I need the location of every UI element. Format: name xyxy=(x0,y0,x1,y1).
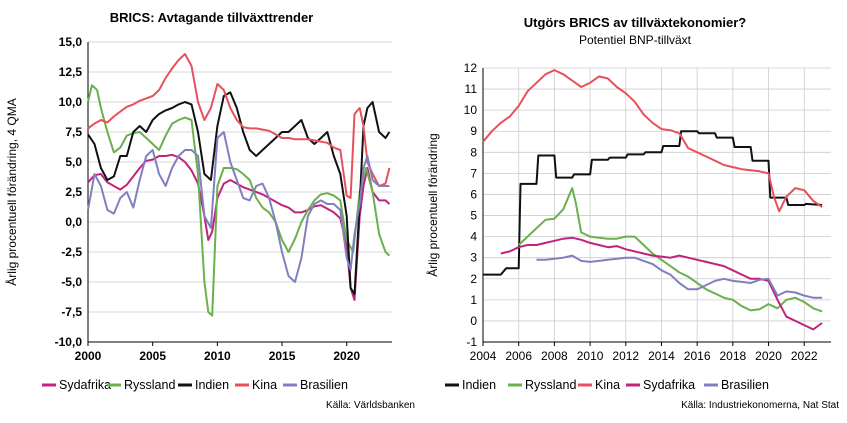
left-y-tick-label: -5,0 xyxy=(61,275,82,289)
right-chart-panel: Utgörs BRICS av tillväxtekonomier? Poten… xyxy=(423,0,847,423)
right-y-tick-label: 10 xyxy=(464,103,478,117)
right-x-tick-label: 2022 xyxy=(791,349,818,363)
right-x-tick-label: 2016 xyxy=(684,349,711,363)
right-y-tick-label: 5 xyxy=(470,209,477,223)
right-y-axis-label: Årlig procentuell förändring xyxy=(425,133,440,276)
right-y-tick-label: 7 xyxy=(470,166,477,180)
left-y-tick-label: 2,5 xyxy=(65,185,82,199)
left-y-tick-label: 7,5 xyxy=(65,125,82,139)
left-y-tick-label: 15,0 xyxy=(59,35,83,49)
left-y-tick-label: -2,5 xyxy=(61,245,82,259)
right-x-tick-label: 2020 xyxy=(755,349,782,363)
right-series-brasilien-line xyxy=(536,254,823,299)
right-y-tick-label: 1 xyxy=(470,293,477,307)
left-y-tick-label: 0,0 xyxy=(65,215,82,229)
left-legend: Sydafrika Ryssland Indien Kina Brasilien xyxy=(42,378,348,392)
right-series-ryssland-line xyxy=(518,187,823,313)
left-legend-entry: Kina xyxy=(252,378,277,392)
right-y-tick-label: 2 xyxy=(470,272,477,286)
left-y-tick-label: 5,0 xyxy=(65,155,82,169)
left-y-axis-label: Årlig procentuell förändring, 4 QMA xyxy=(4,98,19,285)
right-y-tick-label: 0 xyxy=(470,314,477,328)
left-x-tick-label: 2005 xyxy=(139,349,166,363)
left-x-tick-label: 2000 xyxy=(75,349,102,363)
left-y-tick-label: 12,5 xyxy=(59,65,83,79)
right-y-tick-label: 6 xyxy=(470,187,477,201)
right-legend-entry: Sydafrika xyxy=(643,378,695,392)
left-x-tick-label: 2010 xyxy=(204,349,231,363)
right-y-tick-label: -1 xyxy=(466,335,477,349)
left-y-tick-label: -7,5 xyxy=(61,305,82,319)
left-legend-entry: Brasilien xyxy=(300,378,348,392)
left-series-indien-line xyxy=(87,91,391,295)
left-y-tick-label: -10,0 xyxy=(55,335,83,349)
right-x-tick-label: 2008 xyxy=(541,349,568,363)
left-legend-entry: Indien xyxy=(195,378,229,392)
right-y-tick-label: 8 xyxy=(470,145,477,159)
right-y-tick-label: 3 xyxy=(470,251,477,265)
right-series-kina-line xyxy=(482,69,823,213)
right-x-tick-label: 2006 xyxy=(505,349,532,363)
left-chart: 15,0 12,5 10,0 7,5 5,0 2,5 0,0 -2,5 -5,0 -7,5 -10,… xyxy=(4,35,392,392)
left-x-tick-label: 2020 xyxy=(333,349,360,363)
left-y-tick-label: 10,0 xyxy=(59,95,83,109)
right-y-tick-label: 12 xyxy=(464,61,478,75)
right-x-tick-label: 2014 xyxy=(648,349,675,363)
right-chart-subtitle: Potentiel BNP-tillväxt xyxy=(578,33,692,47)
right-series-indien-line xyxy=(483,130,823,276)
right-y-tick-label: 11 xyxy=(465,82,478,96)
left-chart-source: Källa: Världsbanken xyxy=(326,400,415,411)
left-x-tick-label: 2015 xyxy=(269,349,296,363)
left-chart-title: BRICS: Avtagande tillväxttrender xyxy=(109,10,314,25)
left-chart-panel: BRICS: Avtagande tillväxttrender 15,0 12,… xyxy=(0,0,423,423)
right-x-tick-label: 2010 xyxy=(577,349,604,363)
right-chart-source: Källa: Industriekonomerna, Nat Stat xyxy=(681,400,839,411)
right-legend-entry: Brasilien xyxy=(721,378,769,392)
left-legend-entry: Sydafrika xyxy=(59,378,111,392)
left-series-kina-line xyxy=(87,53,391,199)
right-y-tick-label: 9 xyxy=(470,124,477,138)
right-x-tick-label: 2004 xyxy=(470,349,497,363)
left-legend-entry: Ryssland xyxy=(124,378,175,392)
right-x-tick-label: 2012 xyxy=(612,349,639,363)
right-chart-title: Utgörs BRICS av tillväxtekonomier? xyxy=(523,15,747,30)
right-x-tick-label: 2018 xyxy=(719,349,746,363)
right-legend-entry: Ryssland xyxy=(525,378,576,392)
right-legend-entry: Kina xyxy=(595,378,620,392)
right-legend-entry: Indien xyxy=(462,378,496,392)
left-series-brasilien-line xyxy=(87,131,390,283)
right-y-tick-label: 4 xyxy=(470,230,477,244)
right-legend: Indien Ryssland Kina Sydafrika Brasilien xyxy=(445,378,769,392)
